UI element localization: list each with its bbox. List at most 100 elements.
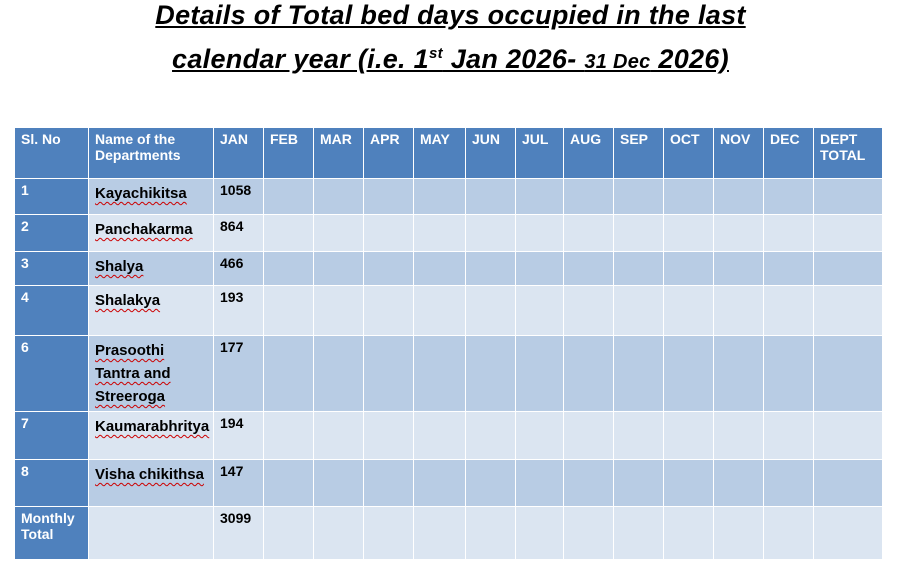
empty-value-cell xyxy=(465,506,516,560)
department-name: Kaumarabhritya xyxy=(95,418,210,435)
jan-value-cell: 194 xyxy=(213,411,264,460)
empty-value-cell xyxy=(515,251,564,286)
empty-value-cell xyxy=(563,285,614,336)
empty-value-cell xyxy=(613,335,664,412)
empty-value-cell xyxy=(515,335,564,412)
bed-days-table: Sl. No Name of the Departments JAN FEB M… xyxy=(14,127,883,560)
empty-value-cell xyxy=(813,411,883,460)
sl-no-cell: 8 xyxy=(14,459,89,507)
jan-value-cell: 864 xyxy=(213,214,264,252)
empty-value-cell xyxy=(813,251,883,286)
col-header-jan: JAN xyxy=(213,127,264,179)
jan-value-cell: 177 xyxy=(213,335,264,412)
sl-no-cell: 4 xyxy=(14,285,89,336)
empty-value-cell xyxy=(263,178,314,215)
empty-value-cell xyxy=(263,251,314,286)
empty-value-cell xyxy=(413,459,466,507)
empty-value-cell xyxy=(813,459,883,507)
sl-no-cell: 1 xyxy=(14,178,89,215)
empty-value-cell xyxy=(363,178,414,215)
table-row: 2 Panchakarma 864 xyxy=(14,214,883,252)
empty-value-cell xyxy=(763,335,814,412)
table-row: 1 Kayachikitsa 1058 xyxy=(14,178,883,215)
department-cell: Kaumarabhritya xyxy=(88,411,214,460)
empty-value-cell xyxy=(713,214,764,252)
empty-value-cell xyxy=(563,459,614,507)
empty-value-cell xyxy=(313,285,364,336)
empty-value-cell xyxy=(413,178,466,215)
empty-value-cell xyxy=(713,285,764,336)
empty-value-cell xyxy=(465,251,516,286)
col-header-nov: NOV xyxy=(713,127,764,179)
empty-value-cell xyxy=(313,411,364,460)
empty-value-cell xyxy=(263,459,314,507)
empty-value-cell xyxy=(263,411,314,460)
empty-value-cell xyxy=(263,285,314,336)
sl-no-cell: 3 xyxy=(14,251,89,286)
empty-value-cell xyxy=(613,285,664,336)
empty-value-cell xyxy=(663,506,714,560)
col-header-department: Name of the Departments xyxy=(88,127,214,179)
empty-value-cell xyxy=(613,459,664,507)
department-cell: Prasoothi Tantra and Streeroga xyxy=(88,335,214,412)
empty-value-cell xyxy=(263,335,314,412)
empty-value-cell xyxy=(813,285,883,336)
empty-value-cell xyxy=(663,459,714,507)
empty-value-cell xyxy=(363,506,414,560)
table-row: 8 Visha chikithsa 147 xyxy=(14,459,883,507)
empty-value-cell xyxy=(613,251,664,286)
empty-value-cell xyxy=(713,251,764,286)
empty-value-cell xyxy=(613,411,664,460)
empty-value-cell xyxy=(563,214,614,252)
department-name: Visha chikithsa xyxy=(95,466,204,483)
empty-value-cell xyxy=(663,251,714,286)
empty-value-cell xyxy=(713,459,764,507)
page-title-line-2: calendar year (i.e. 1st Jan 2026- 31 Dec… xyxy=(0,44,901,75)
department-name: Panchakarma xyxy=(95,221,193,238)
empty-value-cell xyxy=(663,411,714,460)
empty-value-cell xyxy=(313,251,364,286)
title-part: calendar year (i.e. 1 xyxy=(172,44,429,74)
page-title-line-1: Details of Total bed days occupied in th… xyxy=(155,0,746,30)
empty-value-cell xyxy=(465,178,516,215)
empty-value-cell xyxy=(263,506,314,560)
empty-value-cell xyxy=(413,506,466,560)
jan-value-cell: 466 xyxy=(213,251,264,286)
empty-value-cell xyxy=(363,251,414,286)
empty-value-cell xyxy=(663,178,714,215)
empty-value-cell xyxy=(465,214,516,252)
table-row: 6 Prasoothi Tantra and Streeroga 177 xyxy=(14,335,883,412)
col-header-dept-total: DEPT TOTAL xyxy=(813,127,883,179)
empty-value-cell xyxy=(713,335,764,412)
empty-value-cell xyxy=(313,506,364,560)
empty-value-cell xyxy=(663,335,714,412)
sl-no-cell: 7 xyxy=(14,411,89,460)
empty-value-cell xyxy=(515,214,564,252)
header-row: Sl. No Name of the Departments JAN FEB M… xyxy=(14,127,883,179)
empty-value-cell xyxy=(413,214,466,252)
department-cell: Visha chikithsa xyxy=(88,459,214,507)
empty-value-cell xyxy=(563,411,614,460)
department-name: Prasoothi Tantra and Streeroga xyxy=(95,342,171,405)
empty-value-cell xyxy=(763,285,814,336)
empty-value-cell xyxy=(763,214,814,252)
department-name: Shalakya xyxy=(95,292,161,309)
empty-value-cell xyxy=(413,411,466,460)
col-header-jul: JUL xyxy=(515,127,564,179)
col-header-oct: OCT xyxy=(663,127,714,179)
col-header-aug: AUG xyxy=(563,127,614,179)
empty-value-cell xyxy=(413,285,466,336)
empty-value-cell xyxy=(813,335,883,412)
col-header-slno: Sl. No xyxy=(14,127,89,179)
empty-value-cell xyxy=(465,411,516,460)
jan-value-cell: 1058 xyxy=(213,178,264,215)
department-name: Kayachikitsa xyxy=(95,185,187,202)
department-name: Shalya xyxy=(95,258,144,275)
empty-value-cell xyxy=(515,506,564,560)
empty-value-cell xyxy=(663,285,714,336)
table-row: 3 Shalya 466 xyxy=(14,251,883,286)
empty-value-cell xyxy=(313,178,364,215)
title-superscript: st xyxy=(428,45,443,62)
empty-value-cell xyxy=(263,214,314,252)
empty-value-cell xyxy=(363,214,414,252)
